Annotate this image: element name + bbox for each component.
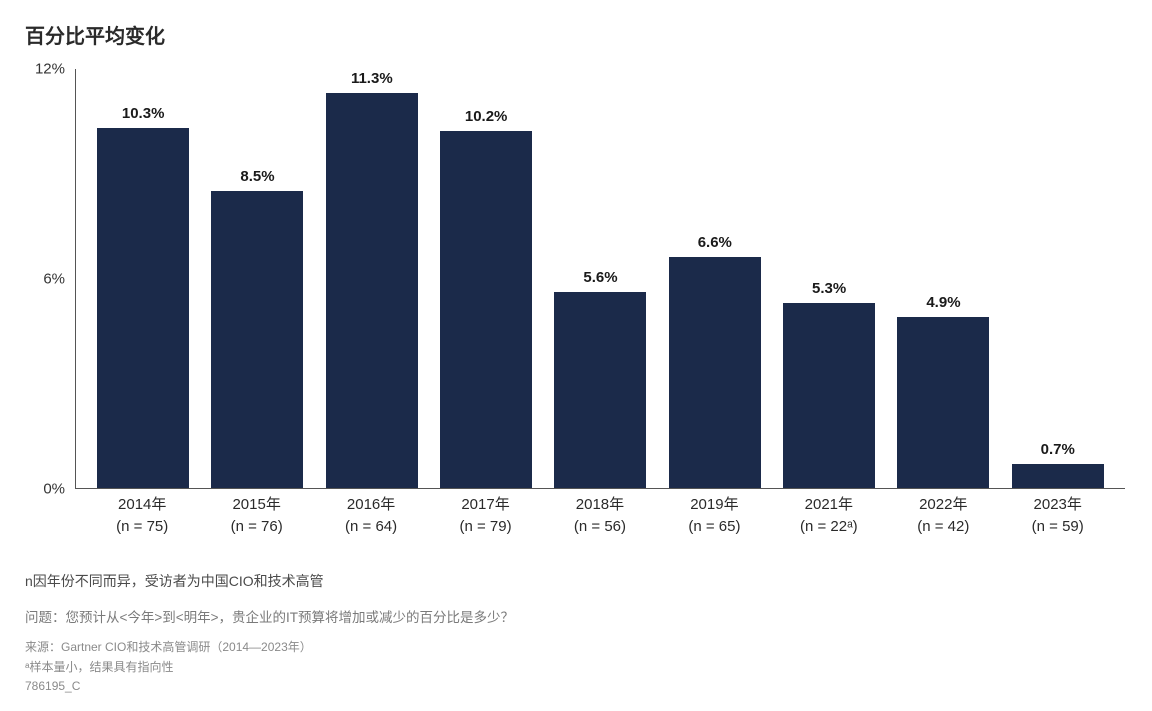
bar	[1012, 464, 1104, 489]
bar-value-label: 4.9%	[926, 294, 960, 311]
footer-sample-note: n因年份不同而异，受访者为中国CIO和技术高管	[25, 569, 1127, 594]
footer-question: 问题：您预计从<今年>到<明年>，贵企业的IT预算将增加或减少的百分比是多少？	[25, 606, 1127, 630]
y-axis: 12% 6% 0%	[25, 69, 75, 489]
x-axis-n: (n = 42)	[897, 516, 989, 538]
x-axis-year: 2023年	[1012, 494, 1104, 516]
bar-group: 5.6%	[554, 269, 646, 488]
x-axis-n: (n = 59)	[1012, 516, 1104, 538]
bar	[97, 128, 189, 489]
x-axis-label: 2021年(n = 22ᵃ)	[783, 494, 875, 538]
bar-group: 5.3%	[783, 280, 875, 489]
bar	[211, 191, 303, 489]
x-axis-label: 2017年(n = 79)	[440, 494, 532, 538]
x-axis-label: 2018年(n = 56)	[554, 494, 646, 538]
footer-notes: n因年份不同而异，受访者为中国CIO和技术高管 问题：您预计从<今年>到<明年>…	[25, 569, 1127, 696]
x-axis-label: 2016年(n = 64)	[325, 494, 417, 538]
bar-group: 10.3%	[97, 105, 189, 489]
bar-value-label: 8.5%	[240, 168, 274, 185]
bar	[326, 93, 418, 489]
bar	[554, 292, 646, 488]
footer-footnote-a: ᵃ样本量小，结果具有指向性	[25, 658, 1127, 677]
x-axis-year: 2017年	[440, 494, 532, 516]
bar-group: 10.2%	[440, 108, 532, 488]
bar	[897, 317, 989, 489]
plot-area: 10.3% 8.5% 11.3% 10.2% 5.6% 6.6% 5.3% 4.9% 0.7%	[75, 69, 1125, 489]
x-axis-label: 2014年(n = 75)	[96, 494, 188, 538]
bar-group: 6.6%	[669, 234, 761, 488]
bar-group: 4.9%	[897, 294, 989, 489]
x-axis-year: 2019年	[668, 494, 760, 516]
x-axis-labels: 2014年(n = 75)2015年(n = 76)2016年(n = 64)2…	[75, 494, 1125, 538]
x-axis-year: 2022年	[897, 494, 989, 516]
x-axis-year: 2015年	[211, 494, 303, 516]
bar	[440, 131, 532, 488]
x-axis-year: 2018年	[554, 494, 646, 516]
x-axis-n: (n = 64)	[325, 516, 417, 538]
bar-value-label: 0.7%	[1041, 441, 1075, 458]
x-axis-label: 2015年(n = 76)	[211, 494, 303, 538]
bar	[783, 303, 875, 489]
x-axis-n: (n = 76)	[211, 516, 303, 538]
x-axis-year: 2014年	[96, 494, 188, 516]
x-axis-n: (n = 22ᵃ)	[783, 516, 875, 538]
bar-value-label: 10.3%	[122, 105, 165, 122]
x-axis-label: 2019年(n = 65)	[668, 494, 760, 538]
x-axis-n: (n = 56)	[554, 516, 646, 538]
bar-value-label: 5.6%	[583, 269, 617, 286]
y-tick-6: 6%	[43, 271, 65, 288]
y-tick-12: 12%	[35, 61, 65, 78]
bar-value-label: 11.3%	[351, 70, 393, 87]
bar-group: 0.7%	[1012, 441, 1104, 489]
x-axis-n: (n = 65)	[668, 516, 760, 538]
x-axis-n: (n = 79)	[440, 516, 532, 538]
y-tick-0: 0%	[43, 481, 65, 498]
x-axis-n: (n = 75)	[96, 516, 188, 538]
chart-wrapper: 12% 6% 0% 10.3% 8.5% 11.3% 10.2% 5.6% 6.6% 5.3…	[25, 69, 1125, 549]
x-axis-label: 2023年(n = 59)	[1012, 494, 1104, 538]
bar-value-label: 10.2%	[465, 108, 508, 125]
bar-value-label: 6.6%	[698, 234, 732, 251]
footer-source: 来源：Gartner CIO和技术高管调研（2014—2023年）	[25, 638, 1127, 657]
chart-title: 百分比平均变化	[25, 20, 1127, 49]
bars-container: 10.3% 8.5% 11.3% 10.2% 5.6% 6.6% 5.3% 4.9% 0.7%	[76, 69, 1125, 488]
bar-group: 8.5%	[211, 168, 303, 489]
x-axis-label: 2022年(n = 42)	[897, 494, 989, 538]
bar	[669, 257, 761, 488]
footer-doc-id: 786195_C	[25, 677, 1127, 696]
x-axis-year: 2021年	[783, 494, 875, 516]
x-axis-year: 2016年	[325, 494, 417, 516]
bar-group: 11.3%	[326, 70, 418, 489]
bar-value-label: 5.3%	[812, 280, 846, 297]
